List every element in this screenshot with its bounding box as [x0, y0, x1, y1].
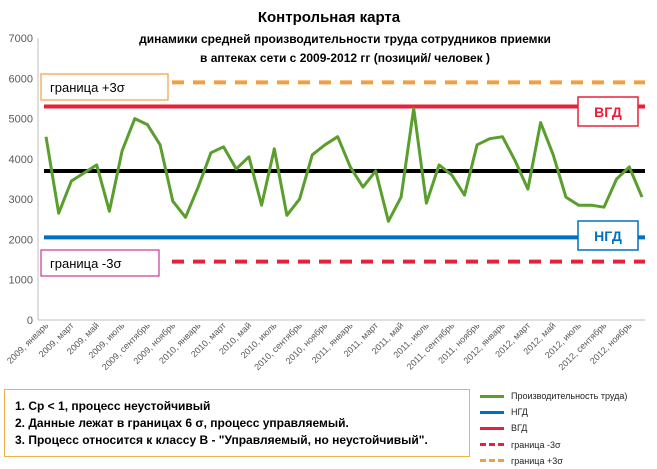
legend-label-ngd: НГД [511, 407, 528, 418]
chart-subtitle-line1: динамики средней производительности труд… [139, 32, 551, 46]
upper-3sigma-label: граница +3σ [50, 80, 125, 95]
chart-title: Контрольная карта [258, 9, 401, 26]
legend-swatch-upper-3sigma [480, 459, 504, 463]
legend-label-productivity: Производительность труда) [511, 391, 628, 401]
y-tick-label: 5000 [9, 114, 33, 126]
series-line-productivity [44, 107, 644, 223]
legend-item-ngd: НГД [480, 404, 627, 420]
y-tick-label: 6000 [9, 73, 33, 85]
ngd-label-box [577, 220, 639, 251]
legend-item-lower-3sigma: граница -3σ [480, 437, 627, 453]
upper-3sigma-label-box [40, 73, 169, 101]
legend: Производительность труда) НГД ВГД границ… [480, 388, 627, 469]
conclusion-2: 2. Данные лежат в границах 6 σ, процесс … [15, 416, 349, 430]
legend-item-vgd: ВГД [480, 420, 627, 436]
vgd-label-box [577, 96, 639, 127]
conclusions-box: 1. Ср < 1, процесс неустойчивый 2. Данны… [4, 389, 470, 457]
y-tick-label: 2000 [9, 234, 33, 246]
legend-label-vgd: ВГД [511, 423, 528, 434]
y-tick-label: 1000 [9, 275, 33, 287]
legend-item-upper-3sigma: граница +3σ [480, 453, 627, 469]
y-tick-label: 3000 [9, 194, 33, 206]
control-limits [44, 80, 645, 264]
y-tick-label: 4000 [9, 154, 33, 166]
ngd-label: НГД [594, 228, 622, 244]
conclusion-1: 1. Ср < 1, процесс неустойчивый [15, 399, 211, 413]
legend-swatch-vgd [480, 427, 504, 430]
y-tick-label: 0 [27, 315, 33, 327]
lower-3sigma-label-box [40, 249, 160, 277]
legend-label-lower-3sigma: граница -3σ [511, 439, 561, 450]
legend-swatch-productivity [480, 394, 504, 398]
legend-swatch-lower-3sigma [480, 443, 504, 447]
legend-swatch-ngd [480, 410, 504, 414]
legend-label-upper-3sigma: граница +3σ [511, 455, 563, 466]
y-tick-label: 7000 [9, 33, 33, 45]
chart-subtitle-line2: в аптеках сети с 2009-2012 гг (позиций/ … [200, 51, 490, 65]
legend-item-productivity: Производительность труда) [480, 388, 627, 404]
vgd-label: ВГД [594, 104, 622, 120]
conclusion-3: 3. Процесс относится к классу В - "Управ… [15, 433, 428, 447]
lower-3sigma-label: граница -3σ [50, 256, 122, 271]
y-axis: 0 1000 2000 3000 4000 5000 6000 7000 [9, 33, 33, 327]
